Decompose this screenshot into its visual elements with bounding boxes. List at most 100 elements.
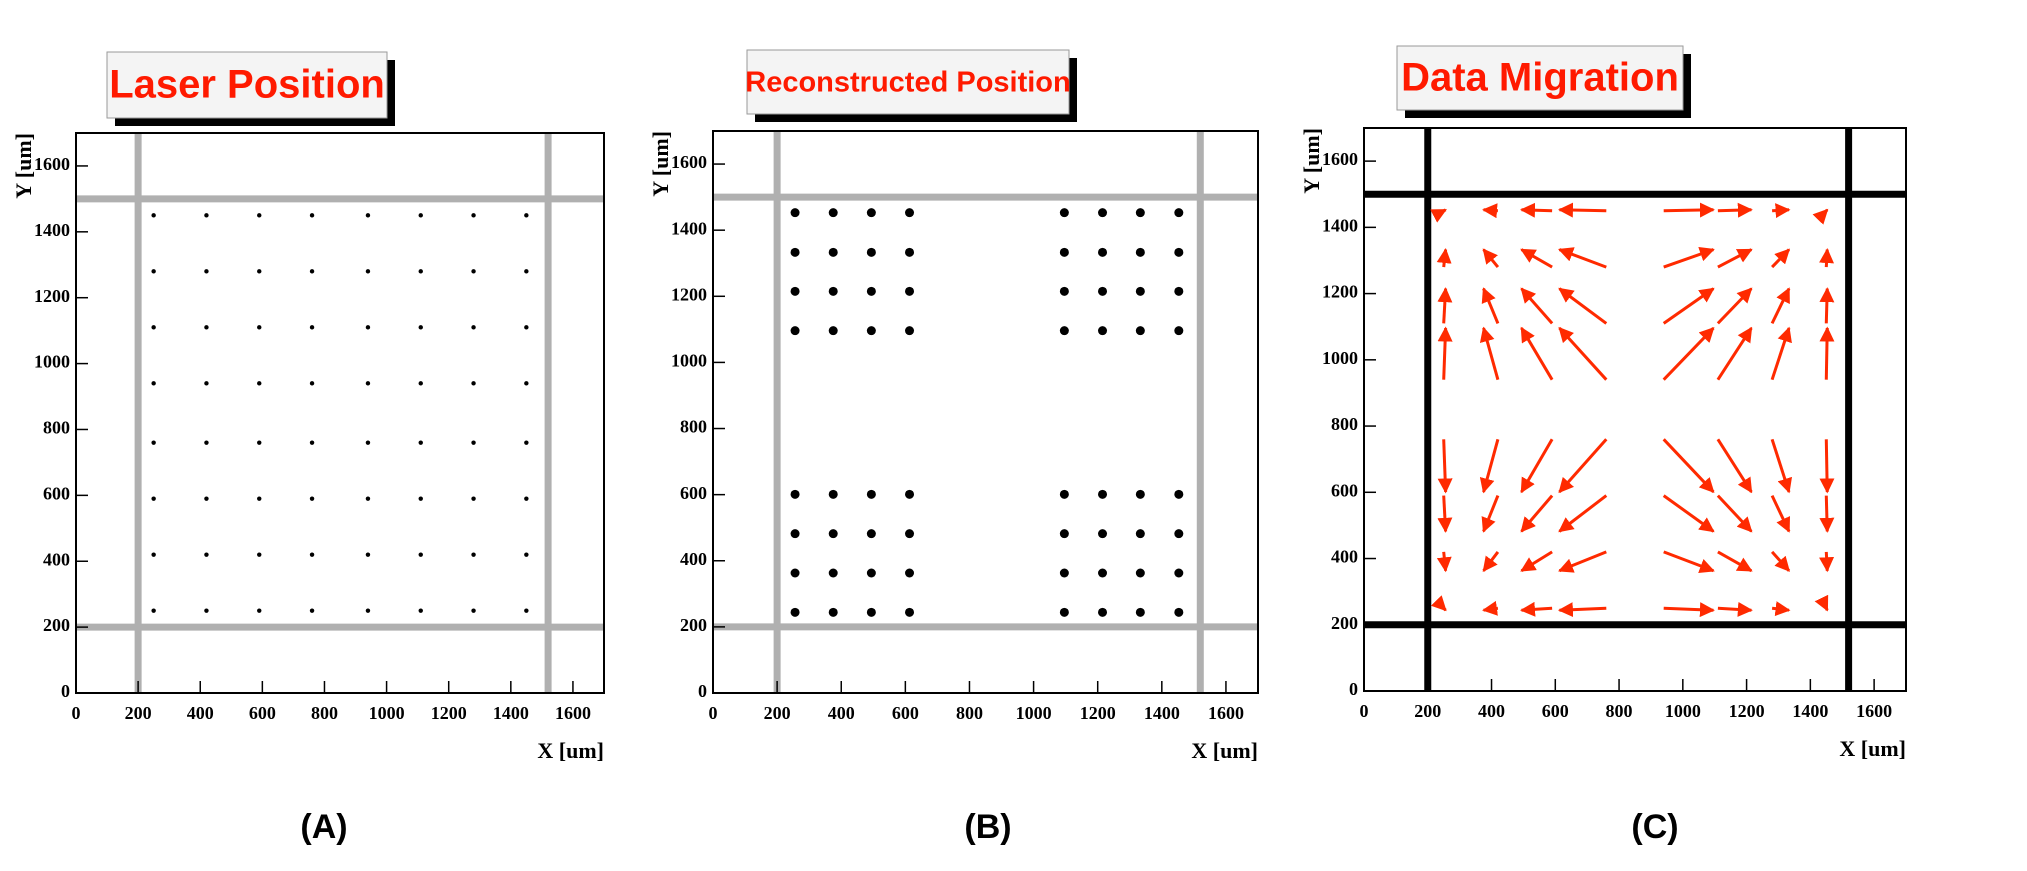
- arrow: [1558, 287, 1608, 325]
- arrow: [1430, 208, 1447, 223]
- arrow: [1663, 202, 1715, 218]
- point: [418, 440, 423, 445]
- point: [1098, 208, 1108, 218]
- point: [524, 496, 529, 501]
- arrow: [1819, 439, 1835, 494]
- plot-frame: [75, 132, 605, 694]
- point: [905, 607, 915, 617]
- arrow: [1437, 495, 1453, 533]
- x-tick-label: 800: [1606, 701, 1633, 721]
- point: [257, 440, 262, 445]
- x-tick-label: 600: [892, 703, 919, 723]
- y-tick-label: 1200: [671, 284, 707, 304]
- point: [1059, 208, 1069, 218]
- panel-label: (C): [1631, 808, 1678, 846]
- arrow: [1520, 601, 1553, 617]
- y-axis-label: Y [um]: [11, 133, 36, 199]
- point: [1174, 247, 1184, 257]
- point: [365, 269, 371, 274]
- point: [1174, 489, 1184, 499]
- arrow: [1558, 438, 1608, 494]
- arrow: [1819, 326, 1835, 380]
- point: [471, 552, 476, 557]
- y-tick-label: 1000: [671, 351, 707, 371]
- point: [471, 381, 476, 386]
- x-tick-label: 400: [828, 703, 855, 723]
- arrow: [1520, 248, 1553, 269]
- y-tick-label: 200: [680, 615, 707, 635]
- point: [204, 440, 209, 445]
- arrow: [1662, 326, 1715, 381]
- y-tick-label: 0: [61, 681, 70, 701]
- point: [524, 608, 529, 613]
- point: [365, 325, 371, 330]
- point: [309, 608, 315, 613]
- point: [790, 208, 800, 218]
- point: [828, 568, 838, 578]
- point: [1174, 286, 1184, 296]
- point: [524, 440, 529, 445]
- point: [309, 213, 315, 218]
- arrow: [1520, 494, 1554, 533]
- point: [1059, 489, 1069, 499]
- y-tick-label: 0: [698, 681, 707, 701]
- arrow: [1771, 248, 1791, 269]
- point: [828, 247, 838, 257]
- arrow: [1558, 247, 1607, 269]
- point: [828, 286, 838, 296]
- y-tick-label: 400: [1331, 547, 1358, 567]
- arrow: [1479, 326, 1500, 381]
- arrow: [1520, 438, 1554, 494]
- y-tick-label: 1400: [1322, 215, 1358, 235]
- point: [418, 608, 423, 613]
- arrow: [1520, 326, 1554, 381]
- title-box: [746, 49, 1070, 115]
- x-tick-label: 1600: [1208, 703, 1244, 723]
- point: [905, 568, 915, 578]
- point: [418, 381, 423, 386]
- point: [257, 381, 262, 386]
- point: [1174, 607, 1184, 617]
- point: [471, 213, 476, 218]
- arrow: [1716, 287, 1753, 325]
- point: [1135, 607, 1145, 617]
- point: [1098, 489, 1108, 499]
- point: [866, 568, 876, 578]
- x-tick-label: 1000: [369, 703, 405, 723]
- point: [471, 440, 476, 445]
- point: [1135, 489, 1145, 499]
- point: [524, 213, 529, 218]
- point: [1098, 529, 1108, 539]
- point: [204, 608, 209, 613]
- point: [309, 440, 315, 445]
- y-tick-label: 200: [43, 615, 70, 635]
- point: [151, 552, 156, 557]
- point: [1059, 286, 1069, 296]
- point: [1059, 529, 1069, 539]
- y-tick-label: 1400: [34, 220, 70, 240]
- chart-title: Data Migration: [1401, 56, 1679, 100]
- y-tick-label: 1600: [34, 154, 70, 174]
- arrow: [1662, 494, 1715, 533]
- y-tick-label: 1600: [671, 152, 707, 172]
- point: [151, 381, 156, 386]
- arrow: [1770, 287, 1791, 325]
- point: [418, 496, 423, 501]
- point: [866, 326, 876, 336]
- arrow: [1772, 203, 1791, 219]
- arrow: [1716, 438, 1753, 494]
- point: [790, 326, 800, 336]
- arrow: [1819, 248, 1835, 268]
- point: [204, 552, 209, 557]
- point: [1098, 607, 1108, 617]
- arrow: [1558, 550, 1607, 573]
- x-tick-label: 0: [72, 703, 81, 723]
- point: [866, 489, 876, 499]
- y-tick-label: 1200: [1322, 282, 1358, 302]
- arrow: [1437, 287, 1453, 324]
- point: [204, 325, 209, 330]
- x-tick-label: 800: [956, 703, 983, 723]
- point: [905, 529, 915, 539]
- point: [418, 325, 423, 330]
